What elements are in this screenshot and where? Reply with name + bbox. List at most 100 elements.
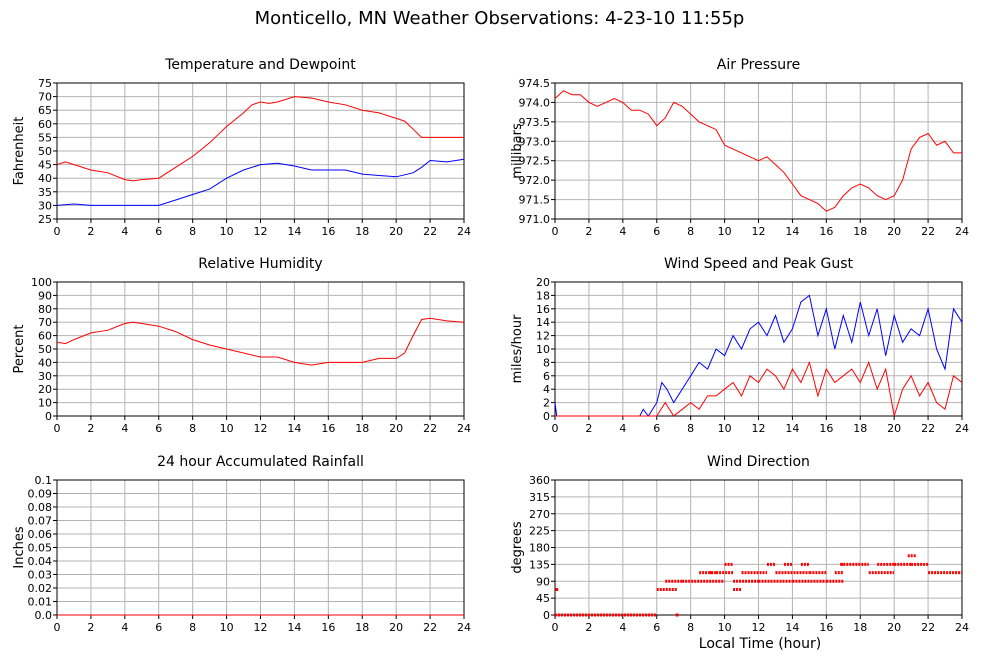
y-tick-label: 0.03 — [28, 569, 53, 582]
x-tick-label: 14 — [287, 422, 301, 435]
x-tick-label: 20 — [389, 225, 403, 238]
y-tick-label: 65 — [38, 104, 52, 117]
y-tick-label: 90 — [536, 575, 550, 588]
x-tick-label: 10 — [220, 225, 234, 238]
y-tick-label: 20 — [536, 276, 550, 289]
y-tick-label: 60 — [38, 330, 52, 343]
y-tick-label: 90 — [38, 289, 52, 302]
x-tick-label: 24 — [955, 225, 969, 238]
x-tick-label: 14 — [287, 621, 301, 634]
page-title: Monticello, MN Weather Observations: 4-2… — [254, 8, 745, 29]
y-tick-label: 0.08 — [28, 501, 53, 514]
x-tick-label: 16 — [819, 621, 833, 634]
y-tick-label: 225 — [529, 525, 550, 538]
direction-point — [840, 562, 844, 566]
x-tick-label: 20 — [887, 621, 901, 634]
x-tick-label: 14 — [785, 225, 799, 238]
x-tick-label: 6 — [155, 422, 162, 435]
x-tick-label: 10 — [220, 422, 234, 435]
direction-point — [675, 613, 679, 617]
y-tick-label: 30 — [38, 199, 52, 212]
x-tick-label: 0 — [552, 621, 559, 634]
chart-title: Wind Speed and Peak Gust — [664, 256, 853, 272]
y-tick-label: 8 — [543, 356, 550, 369]
x-tick-label: 16 — [819, 225, 833, 238]
x-tick-label: 10 — [718, 422, 732, 435]
y-tick-label: 135 — [529, 558, 550, 571]
x-tick-label: 0 — [552, 422, 559, 435]
y-tick-label: 40 — [38, 356, 52, 369]
x-tick-label: 8 — [687, 422, 694, 435]
rainfall-chart: 24 hour Accumulated Rainfall Inches 0 2 4 6 8 1… — [12, 454, 471, 634]
x-tick-label: 6 — [653, 422, 660, 435]
x-tick-label: 16 — [321, 621, 335, 634]
x-tick-label: 0 — [54, 621, 61, 634]
y-tick-label: 0.02 — [28, 582, 53, 595]
y-axis-label: Inches — [12, 526, 27, 568]
chart-title: 24 hour Accumulated Rainfall — [157, 454, 364, 470]
y-tick-label: 10 — [38, 397, 52, 410]
x-tick-label: 20 — [887, 225, 901, 238]
x-tick-label: 20 — [887, 422, 901, 435]
series-line — [554, 294, 963, 417]
x-tick-label: 6 — [653, 225, 660, 238]
y-axis-label: degrees — [510, 521, 525, 574]
y-tick-label: 55 — [38, 131, 52, 144]
x-tick-label: 18 — [853, 422, 867, 435]
x-tick-label: 10 — [718, 225, 732, 238]
y-tick-label: 0.05 — [28, 542, 53, 555]
x-tick-label: 0 — [54, 225, 61, 238]
x-tick-label: 18 — [853, 225, 867, 238]
x-tick-label: 12 — [254, 225, 268, 238]
y-tick-label: 974.5 — [519, 77, 551, 90]
y-tick-label: 80 — [38, 303, 52, 316]
x-tick-label: 0 — [552, 225, 559, 238]
x-tick-label: 18 — [355, 422, 369, 435]
y-tick-label: 0.0 — [35, 609, 53, 622]
y-tick-label: 60 — [38, 118, 52, 131]
x-tick-label: 24 — [955, 621, 969, 634]
y-tick-label: 18 — [536, 289, 550, 302]
y-tick-label: 50 — [38, 145, 52, 158]
y-tick-label: 45 — [38, 159, 52, 172]
y-tick-label: 70 — [38, 316, 52, 329]
chart-title: Air Pressure — [717, 57, 800, 73]
y-tick-label: 974.0 — [519, 96, 551, 109]
x-tick-label: 4 — [619, 422, 626, 435]
y-tick-label: 0.04 — [28, 555, 53, 568]
y-tick-label: 10 — [536, 343, 550, 356]
x-tick-label: 22 — [423, 422, 437, 435]
x-tick-label: 8 — [189, 225, 196, 238]
direction-point — [555, 588, 559, 591]
x-tick-label: 4 — [619, 225, 626, 238]
y-tick-label: 35 — [38, 186, 52, 199]
chart-title: Wind Direction — [707, 454, 810, 470]
x-tick-label: 24 — [955, 422, 969, 435]
series-line — [56, 158, 465, 206]
direction-point — [709, 571, 713, 575]
chart-title: Relative Humidity — [198, 256, 322, 272]
x-tick-label: 24 — [457, 621, 471, 634]
y-tick-label: 100 — [31, 276, 52, 289]
x-tick-label: 8 — [687, 621, 694, 634]
x-tick-label: 16 — [321, 225, 335, 238]
x-tick-label: 6 — [155, 621, 162, 634]
x-tick-label: 24 — [457, 422, 471, 435]
x-tick-label: 14 — [785, 621, 799, 634]
x-tick-label: 12 — [752, 621, 766, 634]
chart-title: Temperature and Dewpoint — [164, 57, 356, 73]
x-tick-label: 4 — [121, 225, 128, 238]
y-tick-label: 25 — [38, 213, 52, 226]
x-tick-label: 12 — [254, 621, 268, 634]
y-tick-label: 6 — [543, 370, 550, 383]
x-tick-label: 2 — [585, 621, 592, 634]
x-tick-label: 10 — [718, 621, 732, 634]
series-line — [56, 317, 465, 366]
x-tick-label: 0 — [54, 422, 61, 435]
y-tick-label: 0 — [543, 410, 550, 423]
x-tick-label: 12 — [752, 422, 766, 435]
x-tick-label: 8 — [189, 621, 196, 634]
